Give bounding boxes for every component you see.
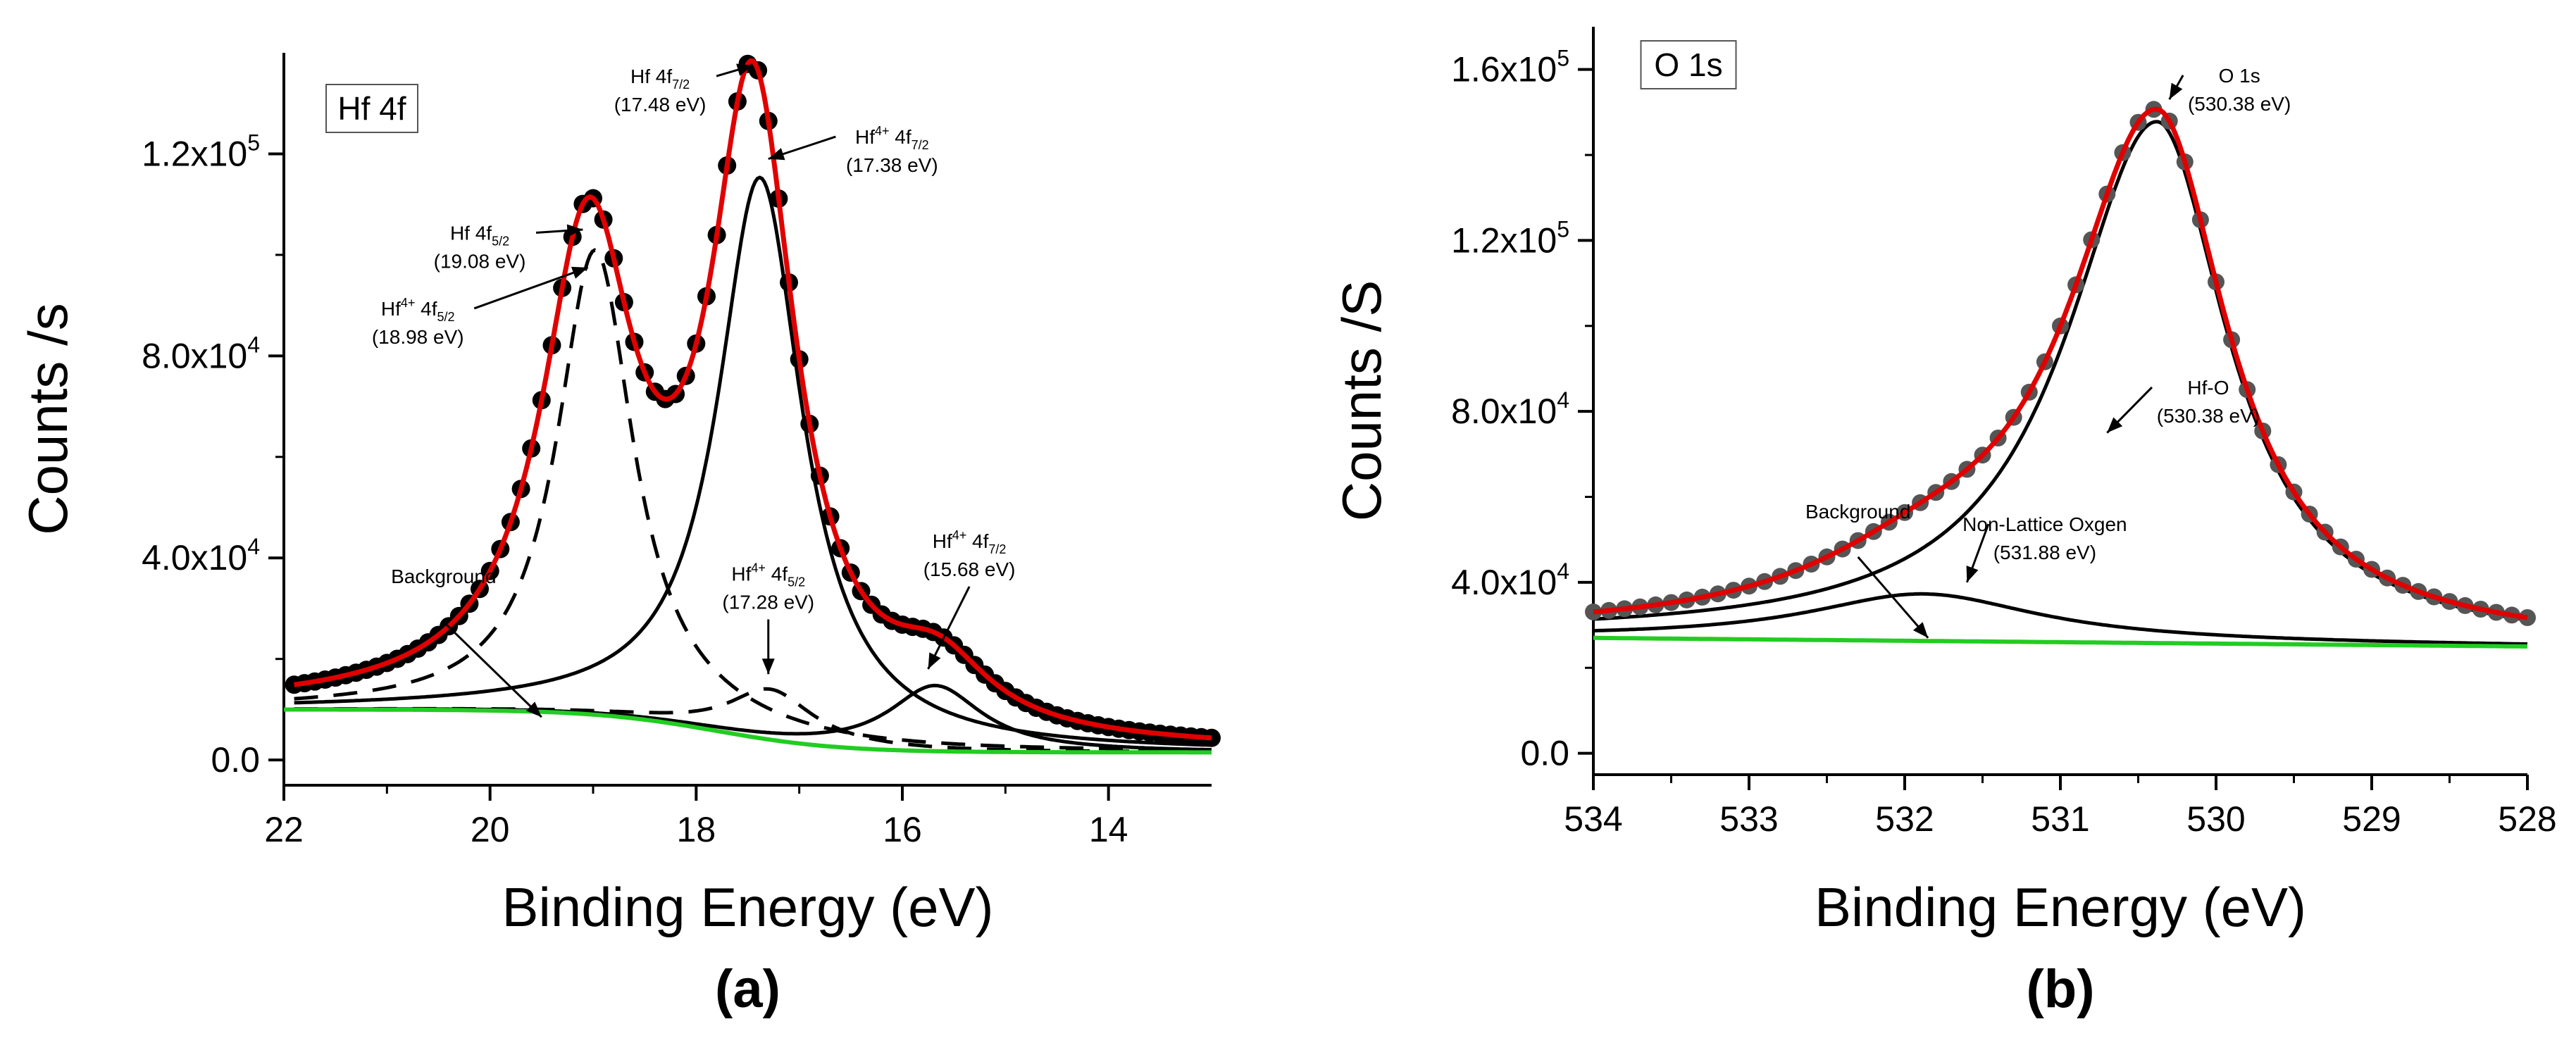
annotation-label: Non-Lattice Oxgen <box>1962 513 2127 535</box>
y-tick-label: 0.0 <box>1520 734 1569 773</box>
arrow-head <box>525 701 542 718</box>
annotation-label: Hf4+ 4f5/2 <box>731 561 805 589</box>
x-tick-label: 530 <box>2186 799 2245 839</box>
x-tick-label: 22 <box>264 810 304 849</box>
x-tick-label: 16 <box>883 810 922 849</box>
annotation-energy: (19.08 eV) <box>434 250 526 272</box>
x-tick-label: 534 <box>1564 799 1622 839</box>
chart-o-1s: 534 533 532 531 530 529 528 0.0 4.0x104 8.0x104 1.… <box>1331 27 2557 1019</box>
x-axis-label: Binding Energy (eV) <box>502 876 993 938</box>
annotation-arrow <box>1857 556 1929 639</box>
annotation-energy: (17.38 eV) <box>846 154 938 176</box>
arrow-head <box>1912 622 1929 638</box>
region-title-box <box>325 84 418 133</box>
arrow-head <box>1966 566 1979 582</box>
annotation-energy: (530.38 eV) <box>2157 405 2260 427</box>
x-axis-label: Binding Energy (eV) <box>1815 876 2306 938</box>
annotation-label: Hf-O <box>2187 377 2229 399</box>
envelope-fit-line <box>1593 106 2528 620</box>
y-tick-label: 8.0x104 <box>142 332 260 375</box>
annotation-label: Hf4+ 4f7/2 <box>933 528 1007 556</box>
y-tick-label: 4.0x104 <box>1451 558 1569 602</box>
background-line <box>1593 635 2527 649</box>
annotation-energy: (18.98 eV) <box>372 326 464 348</box>
annotation-label: O 1s <box>2219 65 2260 87</box>
annotation-energy: (17.28 eV) <box>722 592 814 613</box>
y-axis-label: Counts /s <box>17 303 79 535</box>
annotation-arrow <box>442 621 542 718</box>
x-tick-label: 14 <box>1089 810 1128 849</box>
arrow-head <box>768 148 785 161</box>
x-tick-label: 529 <box>2342 799 2401 839</box>
x-tick-label: 531 <box>2031 799 2089 839</box>
arrow-head <box>2107 417 2123 433</box>
x-tick-label: 528 <box>2498 799 2556 839</box>
arrow-head <box>736 63 753 76</box>
x-tick-label: 532 <box>1875 799 1934 839</box>
arrow-head <box>571 266 588 279</box>
component-peak-1 <box>1593 592 2527 646</box>
annotation-label: Hf4+ 4f5/2 <box>381 296 455 324</box>
panel-label: (b) <box>2026 959 2094 1019</box>
background-line <box>284 707 1212 755</box>
chart-hf-4f: 22 20 18 16 14 0.0 4.0x104 8.0x104 1.2x105 Bindin… <box>17 53 1221 1019</box>
envelope-fit-line <box>294 58 1212 741</box>
annotation-energy: (17.48 eV) <box>614 94 707 115</box>
y-tick-label: 1.6x105 <box>1451 46 1569 89</box>
arrow-head <box>928 652 941 670</box>
annotation-arrow <box>473 266 589 310</box>
y-tick-label: 4.0x104 <box>142 534 260 577</box>
y-tick-label: 1.2x105 <box>1451 216 1569 260</box>
panel-label: (a) <box>715 959 780 1019</box>
region-title: Hf 4f <box>337 90 406 127</box>
y-tick-label: 8.0x104 <box>1451 387 1569 431</box>
region-title: O 1s <box>1654 46 1722 83</box>
y-tick-label: 0.0 <box>211 740 260 780</box>
y-axis-label: Counts /S <box>1331 280 1393 522</box>
y-tick-label: 1.2x105 <box>142 130 260 173</box>
component-peak-1 <box>294 175 1212 747</box>
arrow-head <box>2169 82 2183 100</box>
annotation-energy: (531.88 eV) <box>1993 542 2096 563</box>
x-tick-label: 20 <box>471 810 510 849</box>
annotation-label: Hf 4f5/2 <box>450 222 509 248</box>
annotation-energy: (530.38 eV) <box>2188 93 2291 115</box>
annotation-label: Hf 4f7/2 <box>630 65 690 92</box>
arrow-head <box>566 224 583 237</box>
annotation-label: Background <box>391 566 496 587</box>
annotation-energy: (15.68 eV) <box>923 558 1016 580</box>
arrow-head <box>761 658 775 675</box>
region-title-box <box>1640 40 1737 89</box>
annotation-label: Hf4+ 4f7/2 <box>855 124 929 152</box>
x-tick-label: 18 <box>677 810 716 849</box>
component-peak-0 <box>294 248 1212 752</box>
x-tick-label: 533 <box>1719 799 1778 839</box>
annotation-label: Background <box>1805 501 1910 523</box>
